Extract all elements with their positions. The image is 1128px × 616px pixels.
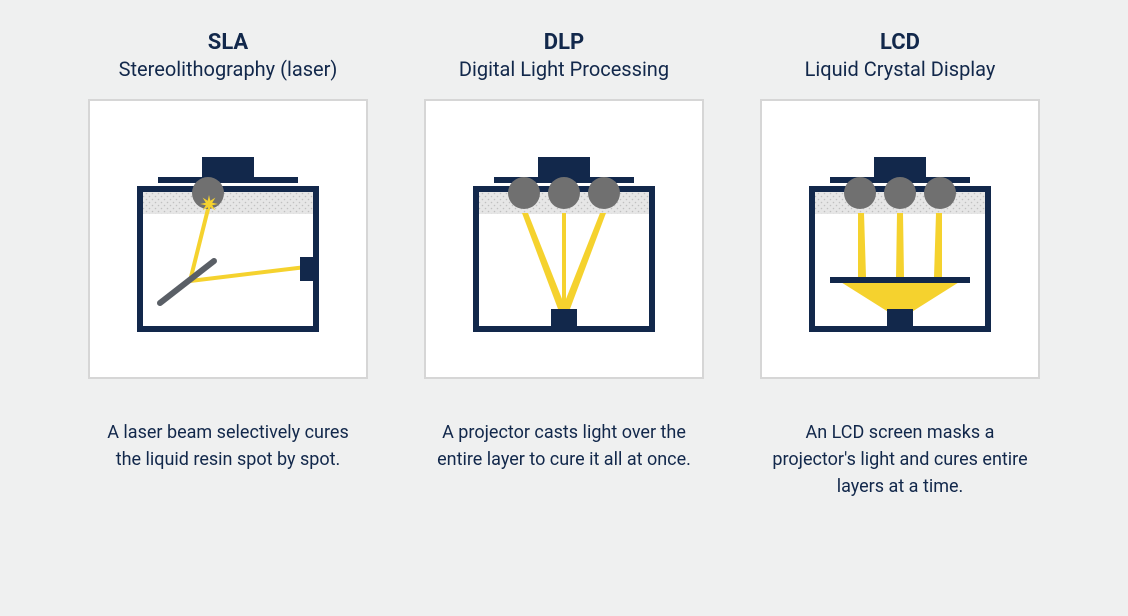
title-block: LCD Liquid Crystal Display: [805, 30, 996, 81]
abbr-label: LCD: [805, 30, 996, 55]
panel-dlp: DLP Digital Light Processing A projector…: [416, 30, 712, 576]
caption: An LCD screen masks a projector's light …: [770, 419, 1030, 500]
sla-diagram: [118, 129, 338, 349]
title-block: DLP Digital Light Processing: [459, 30, 669, 81]
abbr-label: SLA: [119, 30, 338, 55]
abbr-label: DLP: [459, 30, 669, 55]
diagram-frame: [760, 99, 1040, 379]
caption: A projector casts light over the entire …: [434, 419, 694, 473]
panel-lcd: LCD Liquid Crystal Display An LCD screen…: [752, 30, 1048, 576]
caption: A laser beam selectively cures the liqui…: [98, 419, 358, 473]
title-block: SLA Stereolithography (laser): [119, 30, 338, 81]
diagram-frame: [88, 99, 368, 379]
full-label: Digital Light Processing: [459, 57, 669, 81]
dlp-diagram: [454, 129, 674, 349]
panel-sla: SLA Stereolithography (laser) A laser be…: [80, 30, 376, 576]
full-label: Liquid Crystal Display: [805, 57, 996, 81]
full-label: Stereolithography (laser): [119, 57, 338, 81]
lcd-diagram: [790, 129, 1010, 349]
diagram-frame: [424, 99, 704, 379]
